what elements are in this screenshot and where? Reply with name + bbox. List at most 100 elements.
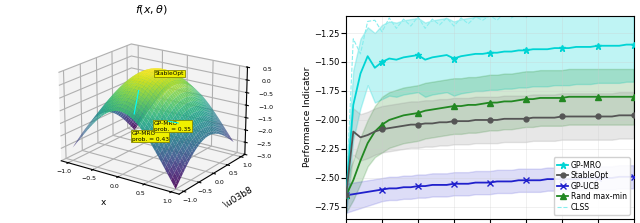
- GP-MRO: [515, 49, 522, 52]
- Rand max-min: [356, 159, 364, 162]
- GP-MRO: [400, 56, 408, 59]
- GP-MRO: [342, 194, 350, 197]
- Line: GP-MRO: GP-MRO: [342, 41, 637, 199]
- GP-UCB: [493, 180, 501, 183]
- Line: CLSS: CLSS: [346, 6, 634, 195]
- Rand max-min: [472, 103, 479, 106]
- GP-UCB: [342, 194, 350, 197]
- StableOpt: [522, 118, 530, 120]
- Rand max-min: [371, 130, 379, 133]
- Rand max-min: [594, 95, 602, 98]
- CLSS: [515, 12, 522, 15]
- GP-MRO: [392, 58, 400, 61]
- Y-axis label: Performance Indicator: Performance Indicator: [303, 67, 312, 167]
- StableOpt: [436, 121, 444, 124]
- CLSS: [601, 6, 609, 9]
- Rand max-min: [587, 95, 595, 98]
- CLSS: [479, 19, 486, 22]
- CLSS: [457, 17, 465, 19]
- GP-MRO: [594, 44, 602, 47]
- CLSS: [608, 8, 616, 11]
- StableOpt: [392, 126, 400, 128]
- StableOpt: [543, 116, 551, 119]
- Rand max-min: [616, 95, 623, 98]
- GP-UCB: [479, 181, 486, 184]
- GP-UCB: [500, 180, 508, 183]
- CLSS: [443, 17, 451, 19]
- Rand max-min: [558, 97, 566, 99]
- GP-UCB: [385, 187, 393, 190]
- Rand max-min: [364, 142, 371, 145]
- StableOpt: [421, 122, 429, 125]
- GP-UCB: [594, 177, 602, 179]
- CLSS: [392, 27, 400, 30]
- GP-UCB: [550, 178, 558, 180]
- GP-MRO: [457, 55, 465, 58]
- CLSS: [400, 18, 408, 21]
- CLSS: [378, 31, 386, 33]
- Rand max-min: [465, 103, 472, 106]
- Rand max-min: [414, 112, 422, 114]
- GP-UCB: [508, 180, 515, 183]
- CLSS: [385, 17, 393, 19]
- GP-MRO: [572, 45, 580, 48]
- CLSS: [550, 13, 558, 16]
- Rand max-min: [623, 95, 630, 98]
- GP-UCB: [450, 182, 458, 185]
- Rand max-min: [429, 108, 436, 111]
- StableOpt: [378, 128, 386, 131]
- Rand max-min: [349, 179, 357, 182]
- StableOpt: [356, 136, 364, 139]
- CLSS: [450, 25, 458, 27]
- GP-UCB: [536, 179, 544, 182]
- Rand max-min: [630, 95, 637, 98]
- GP-MRO: [601, 44, 609, 47]
- CLSS: [543, 10, 551, 12]
- StableOpt: [616, 114, 623, 117]
- StableOpt: [565, 115, 573, 118]
- GP-MRO: [543, 48, 551, 51]
- GP-UCB: [472, 181, 479, 184]
- CLSS: [486, 14, 493, 17]
- GP-MRO: [579, 45, 587, 48]
- GP-UCB: [421, 185, 429, 187]
- GP-UCB: [436, 184, 444, 186]
- GP-MRO: [436, 55, 444, 58]
- GP-MRO: [443, 54, 451, 56]
- GP-UCB: [407, 186, 415, 189]
- Rand max-min: [392, 116, 400, 119]
- GP-UCB: [429, 184, 436, 186]
- StableOpt: [608, 115, 616, 118]
- GP-UCB: [543, 178, 551, 180]
- Rand max-min: [443, 106, 451, 109]
- StableOpt: [349, 130, 357, 133]
- GP-UCB: [529, 179, 537, 182]
- StableOpt: [457, 120, 465, 122]
- Rand max-min: [400, 114, 408, 117]
- GP-UCB: [400, 186, 408, 189]
- StableOpt: [385, 127, 393, 129]
- GP-MRO: [536, 48, 544, 51]
- GP-UCB: [443, 184, 451, 186]
- StableOpt: [443, 121, 451, 124]
- GP-UCB: [486, 181, 493, 184]
- StableOpt: [429, 122, 436, 125]
- StableOpt: [450, 120, 458, 122]
- GP-MRO: [630, 43, 637, 46]
- Rand max-min: [457, 105, 465, 107]
- CLSS: [371, 19, 379, 22]
- Line: GP-UCB: GP-UCB: [343, 174, 636, 198]
- Rand max-min: [572, 95, 580, 98]
- GP-UCB: [457, 182, 465, 185]
- GP-UCB: [414, 185, 422, 187]
- StableOpt: [414, 123, 422, 126]
- CLSS: [508, 17, 515, 19]
- GP-MRO: [450, 57, 458, 60]
- GP-MRO: [493, 51, 501, 54]
- StableOpt: [529, 116, 537, 119]
- StableOpt: [630, 114, 637, 117]
- StableOpt: [623, 114, 630, 117]
- CLSS: [572, 7, 580, 10]
- Rand max-min: [543, 97, 551, 99]
- GP-UCB: [364, 190, 371, 193]
